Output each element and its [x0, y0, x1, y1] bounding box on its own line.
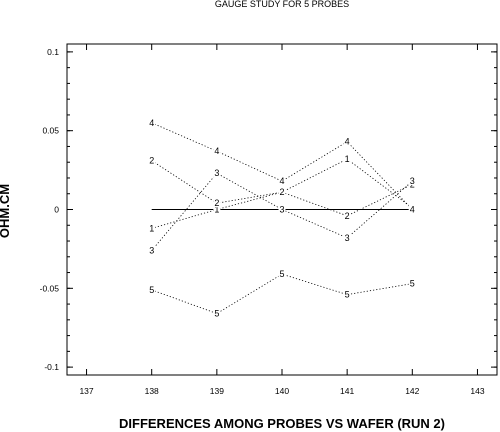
- data-point-series-5: 5: [345, 290, 350, 300]
- marker-background: [408, 204, 416, 214]
- data-point-series-4: 4: [410, 205, 415, 215]
- data-point-series-5: 5: [214, 309, 219, 319]
- data-point-series-4: 4: [149, 118, 154, 128]
- data-point-series-1: 1: [214, 205, 219, 215]
- y-axis-ticks: 0.1 0.05 0 -0.05 -0.1: [40, 47, 497, 372]
- x-tick-label: 138: [145, 386, 159, 396]
- data-point-series-1: 1: [149, 223, 154, 233]
- x-axis-label: DIFFERENCES AMONG PROBES VS WAFER (RUN 2…: [119, 416, 445, 431]
- marker-background: [343, 232, 351, 242]
- y-axis-label: OHM.CM: [0, 184, 12, 238]
- data-point-series-5: 5: [410, 279, 415, 289]
- y-tick-label: -0.1: [44, 362, 59, 372]
- data-point-series-3: 3: [149, 245, 154, 255]
- marker-background: [343, 210, 351, 220]
- marker-background: [278, 204, 286, 214]
- marker-background: [213, 146, 221, 156]
- marker-background: [148, 284, 156, 294]
- x-axis-ticks: 137 138 139 140 141 142 143: [79, 44, 485, 396]
- marker-background: [148, 117, 156, 127]
- data-point-series-3: 3: [214, 168, 219, 178]
- series-line-3: [151, 172, 413, 251]
- marker-background: [278, 187, 286, 197]
- x-tick-label: 142: [405, 386, 419, 396]
- data-point-series-2: 2: [345, 211, 350, 221]
- marker-background: [213, 308, 221, 318]
- marker-background: [343, 154, 351, 164]
- data-point-series-3: 3: [345, 233, 350, 243]
- y-tick-label: 0: [54, 205, 59, 215]
- series-line-2: [151, 160, 413, 217]
- marker-background: [278, 176, 286, 186]
- data-point-series-4: 4: [279, 176, 284, 186]
- marker-background: [148, 245, 156, 255]
- marker-background: [213, 204, 221, 214]
- series-line-4: [151, 122, 413, 210]
- marker-background: [148, 155, 156, 165]
- marker-background: [278, 269, 286, 279]
- marker-background: [408, 278, 416, 288]
- data-point-series-1: 1: [345, 154, 350, 164]
- series-markers: 1111122222333334444455555: [148, 117, 416, 319]
- x-tick-label: 137: [79, 386, 93, 396]
- marker-background: [408, 176, 416, 186]
- y-tick-label: 0.05: [42, 126, 59, 136]
- marker-background: [213, 198, 221, 208]
- x-tick-label: 141: [340, 386, 354, 396]
- series-line-5: [151, 273, 413, 314]
- data-point-series-2: 2: [214, 198, 219, 208]
- data-point-series-2: 2: [149, 156, 154, 166]
- x-tick-label: 140: [275, 386, 289, 396]
- x-tick-label: 139: [210, 386, 224, 396]
- data-point-series-5: 5: [149, 285, 154, 295]
- y-tick-label: -0.05: [40, 283, 60, 293]
- data-point-series-3: 3: [410, 176, 415, 186]
- y-tick-label: 0.1: [47, 47, 59, 57]
- marker-background: [343, 289, 351, 299]
- marker-background: [148, 223, 156, 233]
- data-point-series-4: 4: [345, 137, 350, 147]
- data-point-series-4: 4: [214, 146, 219, 156]
- data-point-series-3: 3: [279, 205, 284, 215]
- data-point-series-5: 5: [279, 269, 284, 279]
- marker-background: [343, 136, 351, 146]
- data-point-series-2: 2: [279, 187, 284, 197]
- marker-background: [213, 168, 221, 178]
- x-tick-label: 143: [470, 386, 484, 396]
- series-lines: [151, 122, 413, 314]
- chart-title: GAUGE STUDY FOR 5 PROBES: [215, 0, 349, 9]
